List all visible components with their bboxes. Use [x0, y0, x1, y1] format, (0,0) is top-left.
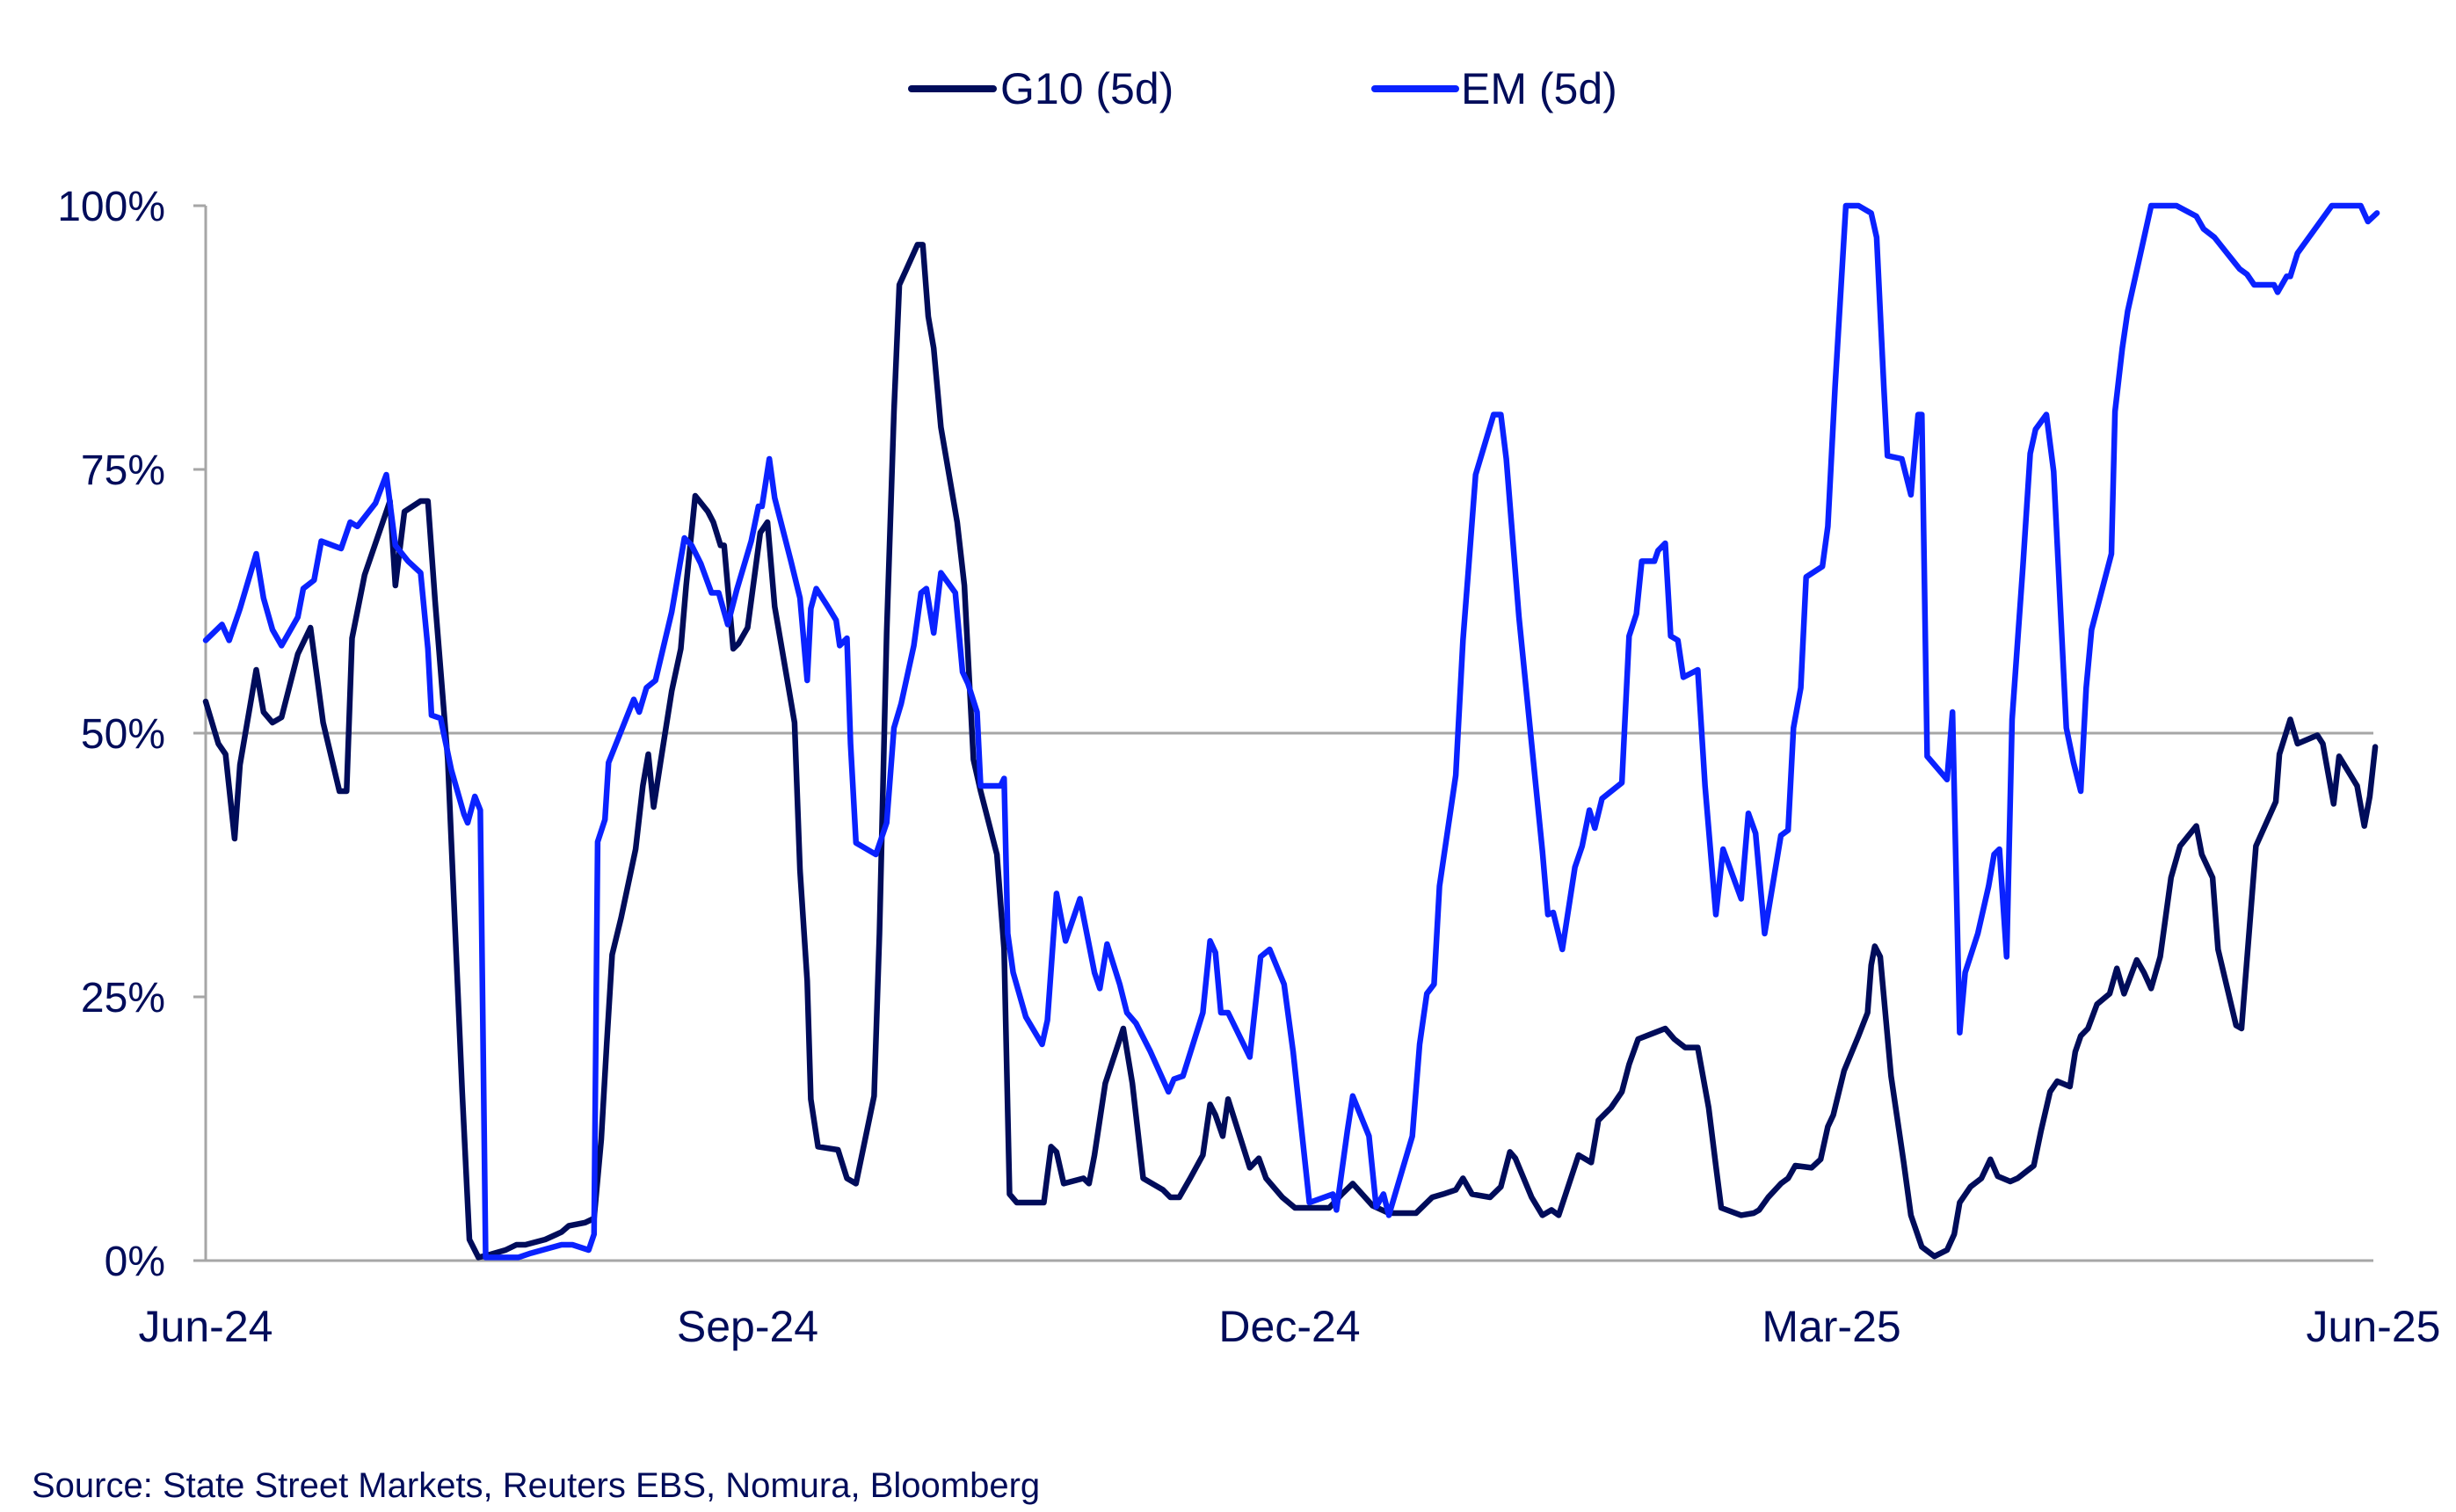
axes	[193, 204, 2373, 1262]
x-tick-label: Dec-24	[1218, 1302, 1360, 1351]
x-tick-label: Jun-25	[2307, 1302, 2441, 1351]
legend-label-g10: G10 (5d)	[1000, 64, 1174, 113]
y-tick-label: 0%	[105, 1239, 165, 1285]
y-tick-label: 50%	[81, 711, 165, 758]
x-tick-label: Jun-24	[139, 1302, 273, 1351]
legend-label-em: EM (5d)	[1461, 64, 1617, 113]
legend: G10 (5d) EM (5d)	[908, 64, 1617, 113]
source-note: Source: State Street Markets, Reuters EB…	[32, 1466, 1040, 1505]
series-lines	[202, 202, 2380, 1261]
y-tick-label: 75%	[81, 447, 165, 494]
series-line-g10	[202, 242, 2379, 1261]
y-axis-labels: 0% 25% 50% 75% 100%	[57, 184, 165, 1285]
x-tick-label: Mar-25	[1762, 1302, 1900, 1351]
x-tick-label: Sep-24	[677, 1302, 818, 1351]
y-tick-label: 25%	[81, 975, 165, 1021]
x-axis-labels: Jun-24 Sep-24 Dec-24 Mar-25 Jun-25	[139, 1302, 2441, 1351]
y-tick-label: 100%	[57, 184, 165, 230]
series-line-em	[202, 202, 2380, 1261]
